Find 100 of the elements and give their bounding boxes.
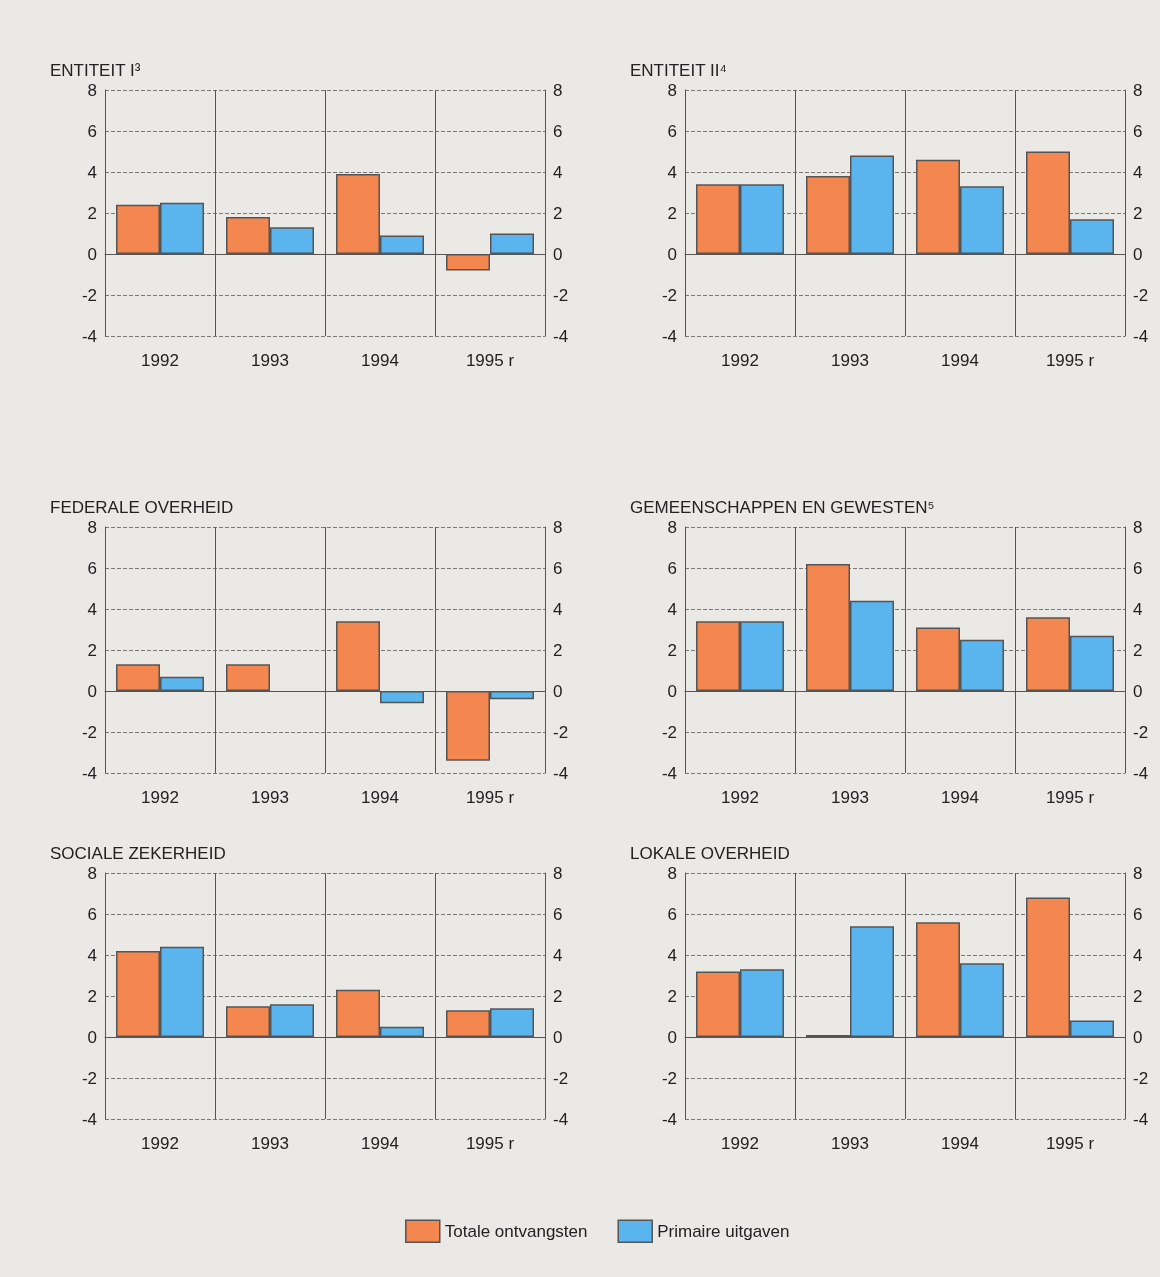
y2-tick-label: -2 <box>1133 1068 1149 1088</box>
y-tick-label: 8 <box>667 80 677 100</box>
y-tick-label: 0 <box>87 681 97 701</box>
y2-tick-label: -4 <box>553 1109 569 1129</box>
chart-title: GEMEENSCHAPPEN EN GEWESTEN⁵ <box>630 498 935 517</box>
y2-tick-label: 6 <box>1133 121 1143 141</box>
y-tick-label: -2 <box>661 722 677 742</box>
y2-tick-label: 4 <box>553 945 563 965</box>
y2-tick-label: 2 <box>553 203 563 223</box>
legend-label: Primaire uitgaven <box>657 1221 790 1241</box>
y2-tick-label: -2 <box>1133 722 1149 742</box>
y2-tick-label: -4 <box>1133 763 1149 783</box>
chart-title: ENTITEIT I³ <box>50 61 141 80</box>
y2-tick-label: 0 <box>553 681 563 701</box>
y2-tick-label: 2 <box>1133 203 1143 223</box>
chart-title: ENTITEIT II⁴ <box>630 61 727 80</box>
y-tick-label: 4 <box>87 599 97 619</box>
y2-tick-label: 0 <box>553 1027 563 1047</box>
x-tick-label: 1994 <box>361 351 399 370</box>
y2-tick-label: 8 <box>1133 80 1143 100</box>
y-tick-label: 2 <box>87 986 97 1006</box>
x-tick-label: 1994 <box>361 1134 399 1153</box>
y-tick-label: 0 <box>667 1027 677 1047</box>
y2-tick-label: -2 <box>553 285 569 305</box>
y2-tick-label: 6 <box>553 121 563 141</box>
x-tick-label: 1994 <box>941 788 979 807</box>
y-tick-label: -2 <box>661 285 677 305</box>
y2-tick-label: 2 <box>1133 986 1143 1006</box>
x-tick-label: 1995 r <box>465 788 515 807</box>
y-tick-label: 6 <box>667 558 677 578</box>
x-tick-label: 1993 <box>831 788 869 807</box>
x-tick-label: 1993 <box>251 1134 289 1153</box>
y-tick-label: 6 <box>667 904 677 924</box>
y2-tick-label: -4 <box>553 763 569 783</box>
x-tick-label: 1992 <box>141 351 179 370</box>
chart-title: LOKALE OVERHEID <box>630 844 790 863</box>
y2-tick-label: -4 <box>553 326 569 346</box>
y2-tick-label: 4 <box>553 599 563 619</box>
y-tick-label: 6 <box>667 121 677 141</box>
y-tick-label: 6 <box>87 904 97 924</box>
y2-tick-label: -4 <box>1133 326 1149 346</box>
y-tick-label: -4 <box>81 763 97 783</box>
y-tick-label: 8 <box>87 863 97 883</box>
y2-tick-label: 2 <box>553 640 563 660</box>
y-tick-label: 4 <box>87 162 97 182</box>
y-tick-label: -4 <box>81 326 97 346</box>
x-tick-label: 1992 <box>141 1134 179 1153</box>
y-tick-label: 4 <box>667 162 677 182</box>
y-tick-label: 0 <box>667 681 677 701</box>
y-tick-label: -2 <box>81 1068 97 1088</box>
y2-tick-label: -2 <box>553 1068 569 1088</box>
y2-tick-label: -2 <box>1133 285 1149 305</box>
x-tick-label: 1995 r <box>1045 1134 1095 1153</box>
chart-title: FEDERALE OVERHEID <box>50 498 234 517</box>
x-tick-label: 1995 r <box>465 1134 515 1153</box>
x-tick-label: 1994 <box>941 1134 979 1153</box>
y2-tick-label: 6 <box>553 558 563 578</box>
y-tick-label: 8 <box>87 80 97 100</box>
x-tick-label: 1993 <box>831 351 869 370</box>
y-tick-label: 4 <box>87 945 97 965</box>
y2-tick-label: -2 <box>553 722 569 742</box>
y2-tick-label: 0 <box>1133 1027 1143 1047</box>
y-tick-label: 2 <box>667 986 677 1006</box>
y2-tick-label: 4 <box>1133 945 1143 965</box>
y2-tick-label: 8 <box>553 517 563 537</box>
y-tick-label: -2 <box>81 285 97 305</box>
y-tick-label: 0 <box>87 244 97 264</box>
y-tick-label: 4 <box>667 945 677 965</box>
y2-tick-label: 8 <box>1133 863 1143 883</box>
y-tick-label: 2 <box>667 203 677 223</box>
y2-tick-label: 4 <box>1133 162 1143 182</box>
y-tick-label: -4 <box>661 763 677 783</box>
y-tick-label: 8 <box>667 863 677 883</box>
y-tick-label: -4 <box>661 326 677 346</box>
y-tick-label: 6 <box>87 121 97 141</box>
y-tick-label: 0 <box>667 244 677 264</box>
y-tick-label: 6 <box>87 558 97 578</box>
y-tick-label: 8 <box>667 517 677 537</box>
y2-tick-label: 0 <box>1133 681 1143 701</box>
y2-tick-label: 6 <box>553 904 563 924</box>
x-tick-label: 1995 r <box>1045 351 1095 370</box>
x-tick-label: 1992 <box>721 788 759 807</box>
y-tick-label: -4 <box>661 1109 677 1129</box>
y-tick-label: 2 <box>667 640 677 660</box>
x-tick-label: 1995 r <box>465 351 515 370</box>
y-tick-label: -2 <box>81 722 97 742</box>
y-tick-label: 8 <box>87 517 97 537</box>
legend-label: Totale ontvangsten <box>444 1221 588 1241</box>
y2-tick-label: 8 <box>553 863 563 883</box>
y2-tick-label: 6 <box>1133 904 1143 924</box>
x-tick-label: 1994 <box>941 351 979 370</box>
y2-tick-label: 0 <box>1133 244 1143 264</box>
y2-tick-label: 0 <box>553 244 563 264</box>
y-tick-label: 4 <box>667 599 677 619</box>
y-tick-label: 0 <box>87 1027 97 1047</box>
x-tick-label: 1992 <box>721 351 759 370</box>
x-tick-label: 1992 <box>141 788 179 807</box>
y-tick-label: 2 <box>87 203 97 223</box>
chart-title: SOCIALE ZEKERHEID <box>50 844 226 863</box>
x-tick-label: 1993 <box>251 788 289 807</box>
